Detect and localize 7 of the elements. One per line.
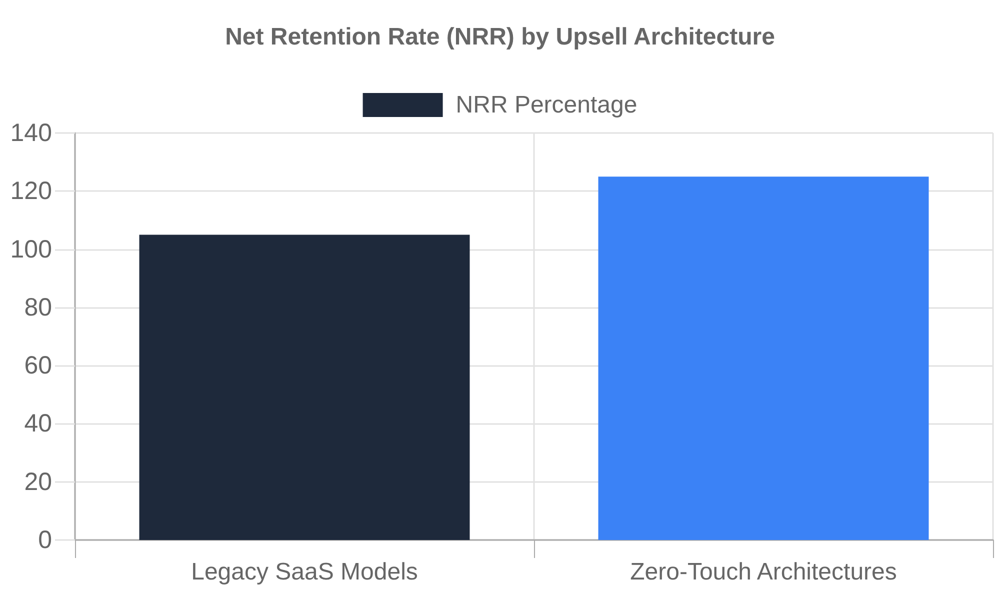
y-tick-label: 60 — [24, 352, 52, 380]
y-tick-label: 80 — [24, 293, 52, 322]
y-tick-label: 100 — [10, 235, 52, 264]
y-tick-label: 0 — [38, 526, 52, 554]
y-tick-label: 140 — [10, 119, 52, 147]
y-tick-label: 20 — [24, 468, 52, 496]
y-tick-label: 120 — [10, 177, 52, 206]
